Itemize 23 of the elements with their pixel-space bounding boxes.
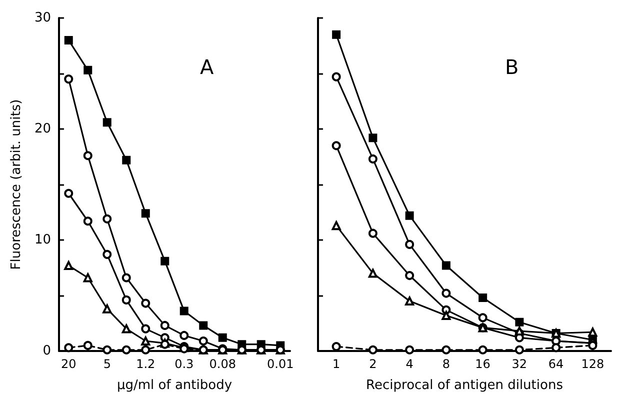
y-axis-title: Fluorescence (arbit. units) — [9, 99, 24, 270]
y-tick-label: 30 — [34, 10, 51, 26]
text: B — [505, 55, 519, 79]
x-tick-label: 20 — [60, 357, 76, 371]
x-tick-label: 64 — [548, 357, 564, 371]
x-tick-label: 16 — [475, 357, 490, 371]
x-tick-label: 8 — [442, 357, 450, 371]
y-tick-label: 10 — [34, 232, 51, 248]
x-tick-label: 128 — [581, 357, 604, 371]
x-tick-label: 0.3 — [174, 357, 194, 371]
x-tick-label: 1.2 — [136, 357, 156, 371]
x-tick-label: 4 — [406, 357, 414, 371]
x-tick-label: 5 — [103, 357, 111, 371]
y-tick-label: 20 — [34, 122, 51, 136]
y-tick-label: 0 — [42, 344, 51, 358]
x-tick-label: 1 — [332, 357, 340, 371]
x-tick-label: 0.08 — [209, 357, 236, 371]
x-axis-title: Reciprocal of antigen dilutions — [366, 378, 564, 393]
text: A — [200, 55, 214, 79]
x-tick-label: 2 — [369, 357, 377, 371]
x-tick-label: 32 — [512, 357, 528, 371]
x-axis-title: μg/ml of antibody — [116, 378, 232, 393]
x-tick-label: 0.01 — [267, 357, 294, 371]
